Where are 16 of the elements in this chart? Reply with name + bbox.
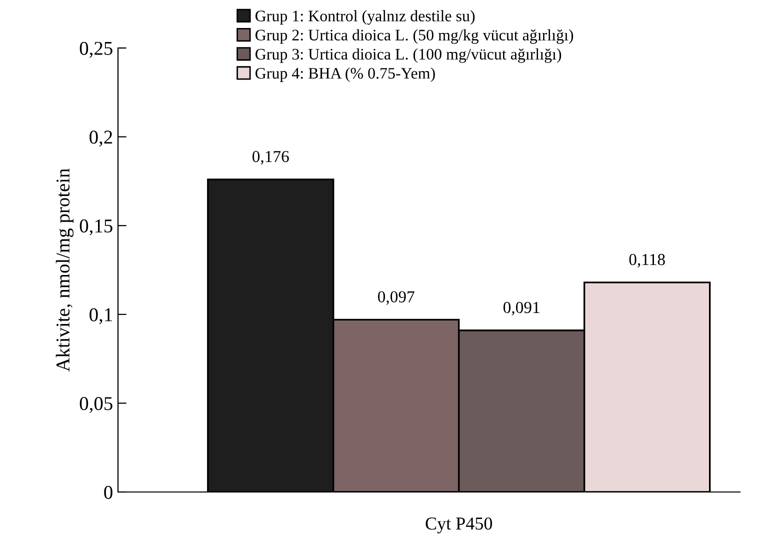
legend-label: Grup 1: Kontrol (yalnız destile su) <box>256 10 475 25</box>
y-tick-label: 0,2 <box>90 130 112 147</box>
legend-label: Grup 3: Urtica dioica L. (100 mg/vücut ağırlığı) <box>256 48 562 63</box>
y-tick-label: 0 <box>104 486 112 499</box>
y-tick-label: 0,25 <box>80 42 112 58</box>
legend-label: Grup 2: Urtica dioica L. (50 mg/kg vücut ağırlığı) <box>256 29 574 44</box>
y-tick-label: 0,15 <box>80 219 112 236</box>
y-tick-label: 0,05 <box>80 397 112 413</box>
data-label: 0,176 <box>252 150 289 165</box>
y-axis-title: Aktivite, nmol/mg protein <box>56 168 74 372</box>
data-label: 0,118 <box>629 254 665 268</box>
data-label: 0,097 <box>378 291 414 305</box>
legend-label: Grup 4: BHA (% 0.75-Yem) <box>256 67 435 82</box>
y-tick-label: 0,1 <box>90 308 112 324</box>
data-label: 0,091 <box>503 302 540 316</box>
x-tick-label: Cyt P450 <box>426 517 492 534</box>
